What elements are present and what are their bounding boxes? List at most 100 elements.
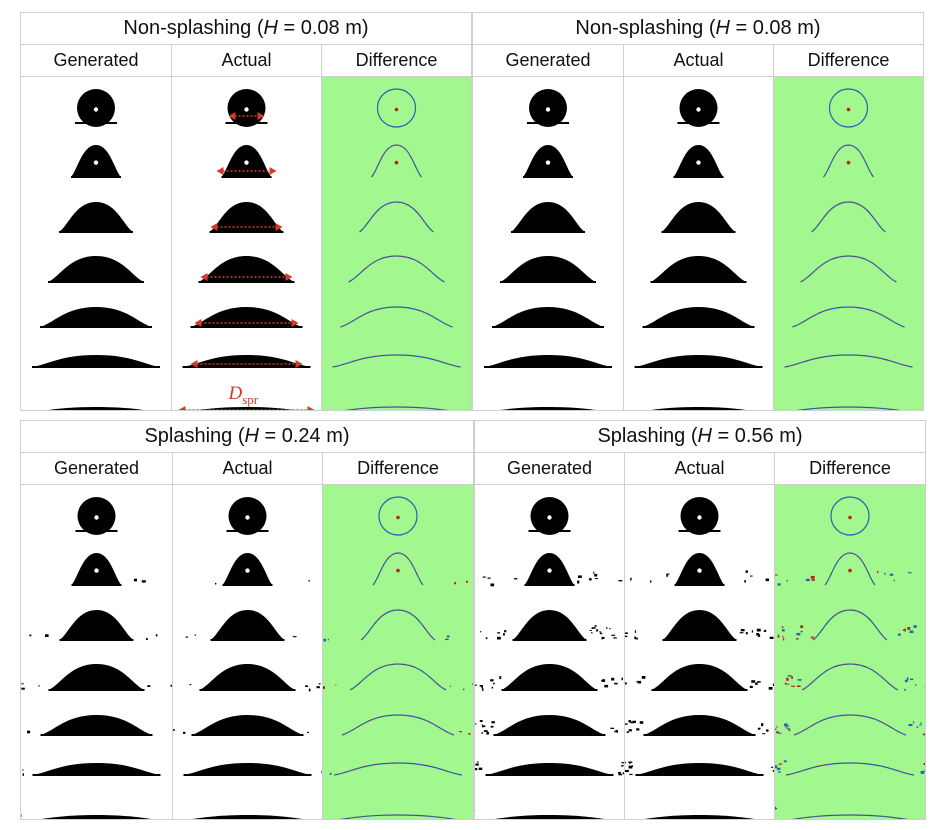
- splash-fragment: [316, 686, 320, 689]
- splash-fragment: [611, 634, 616, 636]
- difference-fragment: [904, 628, 906, 632]
- column-header-difference: Difference: [323, 453, 473, 485]
- droplet-7: [650, 407, 747, 410]
- droplet-base-3: [512, 639, 587, 641]
- splash-fragment: [763, 629, 767, 632]
- frame-5: [625, 715, 769, 736]
- panel-non-splashing-left: Non-splashing (H = 0.08 m) Generated Act…: [20, 12, 472, 411]
- splash-fragment: [630, 577, 632, 581]
- splash-fragment: [625, 769, 629, 773]
- difference-frames-svg: [323, 485, 473, 819]
- droplet-base-2: [222, 584, 273, 586]
- splash-fragment: [628, 761, 633, 763]
- droplet-base-6: [182, 366, 311, 368]
- droplet-base-4: [651, 689, 748, 691]
- frame-2: [216, 145, 277, 178]
- frame-7: [644, 815, 755, 819]
- droplet-5: [191, 715, 304, 735]
- difference-fragment: [782, 635, 784, 638]
- frame-1: [677, 89, 720, 127]
- splash-fragment: [490, 583, 495, 587]
- droplet-6: [182, 355, 311, 367]
- droplet-highlight-2: [696, 160, 701, 165]
- splash-fragment: [38, 685, 40, 687]
- difference-edge-7: [798, 406, 899, 410]
- splash-fragment: [596, 629, 599, 632]
- frame-3: [511, 202, 585, 233]
- droplet-highlight-1: [245, 515, 250, 520]
- difference-fragment: [924, 769, 925, 772]
- splash-fragment: [621, 765, 624, 767]
- frame-3: [359, 201, 434, 233]
- title-suffix: m): [773, 425, 803, 447]
- difference-fragment: [786, 683, 790, 685]
- difference-frames-svg: [775, 485, 925, 819]
- splash-fragment: [630, 721, 634, 724]
- splash-fragment: [21, 814, 22, 817]
- splash-fragment: [22, 773, 24, 776]
- spread-arrow-head-right: [275, 223, 283, 231]
- difference-fragment: [775, 728, 777, 730]
- difference-fragment: [893, 579, 895, 582]
- difference-fragment: [920, 722, 922, 724]
- difference-fragment: [778, 771, 781, 773]
- panel-title: Splashing (H = 0.24 m): [21, 421, 473, 453]
- difference-outline-1: [830, 496, 870, 536]
- frame-2: [673, 145, 724, 178]
- difference-fragment: [323, 686, 325, 689]
- frame-2: [71, 145, 121, 178]
- frame-6: [775, 760, 925, 776]
- frame-6: [32, 355, 160, 368]
- splash-fragment: [739, 632, 744, 634]
- droplet-4: [651, 664, 748, 690]
- difference-fragment: [466, 580, 468, 583]
- droplet-3: [661, 202, 736, 232]
- splash-fragment: [613, 637, 617, 639]
- splash-fragment: [133, 578, 137, 582]
- difference-fragment: [907, 572, 912, 574]
- splash-fragment: [478, 767, 483, 770]
- difference-spot-2: [846, 160, 851, 165]
- droplet-base-4: [500, 281, 596, 283]
- frame-1: [378, 496, 418, 536]
- frame-6: [182, 355, 311, 368]
- generated-frames-svg: [475, 497, 624, 819]
- spread-arrow-head-left: [178, 406, 186, 410]
- frame-2: [823, 144, 874, 178]
- droplet-base-3: [59, 639, 134, 641]
- difference-edge-7: [346, 406, 447, 410]
- splash-fragment: [141, 580, 146, 583]
- frame-7: [475, 809, 605, 819]
- difference-spot-2: [396, 568, 400, 573]
- droplet-base-1: [527, 122, 569, 124]
- droplet-base-2: [71, 176, 121, 178]
- difference-edge-5: [792, 306, 905, 328]
- splash-fragment: [493, 682, 495, 685]
- frame-3: [209, 202, 284, 233]
- difference-fragment: [335, 684, 337, 686]
- difference-edge-7: [341, 814, 455, 819]
- droplet-3: [512, 610, 587, 640]
- splash-fragment: [635, 637, 638, 640]
- title-value: = 0.08: [277, 17, 340, 39]
- splash-fragment: [594, 625, 597, 627]
- frame-5: [40, 307, 152, 328]
- splash-fragment: [183, 731, 186, 734]
- droplet-7: [500, 407, 596, 410]
- difference-fragment: [786, 677, 789, 681]
- droplet-base-3: [661, 231, 736, 233]
- difference-fragment: [915, 684, 917, 686]
- generated-image-column: [473, 77, 624, 410]
- frame-7: [21, 814, 152, 819]
- droplet-base-4: [501, 689, 598, 691]
- frame-2: [215, 553, 310, 586]
- generated-frames-svg: [21, 497, 172, 819]
- droplet-base-4: [650, 281, 747, 283]
- frame-1: [75, 497, 118, 535]
- difference-fragment: [904, 679, 908, 683]
- title-suffix: m): [791, 17, 821, 39]
- splash-fragment: [487, 577, 491, 579]
- difference-spot-2: [848, 568, 852, 573]
- difference-fragment: [459, 731, 462, 733]
- frame-3: [323, 609, 450, 642]
